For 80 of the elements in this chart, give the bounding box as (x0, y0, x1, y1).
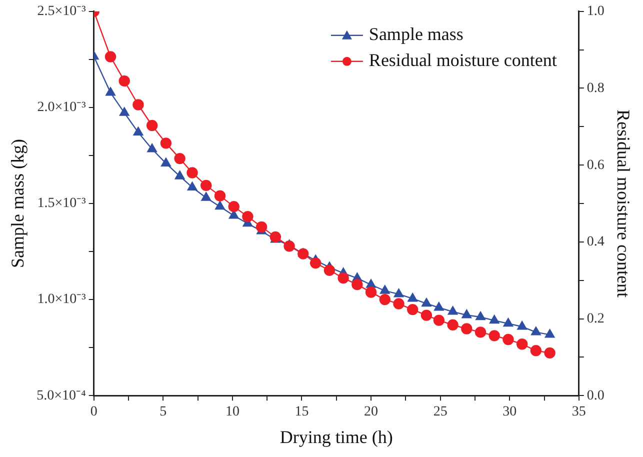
x-tick-label: 35 (572, 404, 586, 420)
point (544, 329, 555, 338)
point (433, 314, 445, 326)
point (407, 304, 418, 316)
x-tick-label: 30 (502, 404, 517, 420)
point (104, 51, 116, 62)
x-tick-label: 10 (225, 404, 240, 420)
point (187, 182, 198, 190)
point (133, 126, 144, 136)
legend-label: Sample mass (368, 24, 464, 44)
y-tick-label: 1.0×10⁻³ (37, 292, 86, 308)
point (338, 272, 349, 284)
legend-label: Residual moisture content (368, 50, 557, 70)
point (174, 170, 185, 180)
x-tick-label: 15 (294, 404, 309, 420)
point (365, 286, 377, 298)
point (147, 144, 158, 152)
y2-axis-title: Residual moisture content (613, 110, 634, 298)
point (408, 292, 418, 302)
point (434, 302, 444, 311)
point (448, 306, 458, 315)
y2-tick-label: 0.0 (586, 388, 604, 404)
point (284, 240, 295, 252)
point (228, 210, 239, 219)
point (531, 326, 541, 336)
point (380, 285, 390, 294)
point (214, 190, 226, 202)
point (119, 107, 130, 116)
point (462, 310, 472, 318)
x-tick-label: 25 (433, 404, 448, 420)
y2-tick-label: 0.6 (586, 158, 604, 173)
point (394, 288, 404, 298)
point (201, 192, 212, 201)
y2-tick-label: 1.0 (586, 4, 604, 20)
point (474, 326, 486, 338)
point (310, 257, 322, 269)
y-tick-label: 5.0×10⁻⁴ (36, 388, 86, 404)
point (160, 138, 172, 149)
point (393, 298, 404, 310)
point (298, 248, 309, 260)
point (488, 330, 500, 342)
point (215, 200, 225, 210)
point (256, 221, 268, 233)
point (420, 310, 432, 321)
point (174, 152, 186, 164)
point (186, 167, 198, 178)
point (447, 319, 458, 331)
point (200, 180, 212, 192)
point (530, 345, 542, 356)
y-axis-title: Sample mass (kg) (8, 139, 28, 268)
point (161, 158, 171, 166)
y2-tick-label: 0.4 (586, 234, 604, 250)
x-axis-title: Drying time (h) (280, 426, 393, 447)
point (106, 87, 116, 96)
x-tick-label: 0 (90, 404, 98, 420)
y2-tick-label: 0.8 (586, 80, 604, 96)
point (352, 278, 363, 290)
x-tick-label: 5 (160, 404, 167, 420)
point (422, 298, 432, 307)
point (146, 120, 158, 132)
y-tick-label: 2.0×10⁻³ (37, 100, 86, 116)
y2-tick-label: 0.2 (586, 311, 604, 326)
point (228, 200, 240, 212)
point (503, 318, 514, 327)
point (242, 210, 254, 222)
point (366, 279, 376, 288)
point (379, 294, 390, 306)
point (516, 338, 528, 350)
point (489, 314, 500, 324)
point (118, 75, 130, 87)
point (461, 323, 472, 334)
point (132, 99, 144, 110)
point (324, 264, 336, 276)
y-tick-label: 1.5×10⁻³ (37, 196, 86, 212)
point (476, 311, 486, 320)
y-tick-label: 2.5×10⁻³ (37, 4, 86, 20)
point (544, 347, 556, 359)
point (502, 334, 514, 346)
point (517, 321, 528, 330)
x-tick-label: 20 (364, 404, 378, 420)
